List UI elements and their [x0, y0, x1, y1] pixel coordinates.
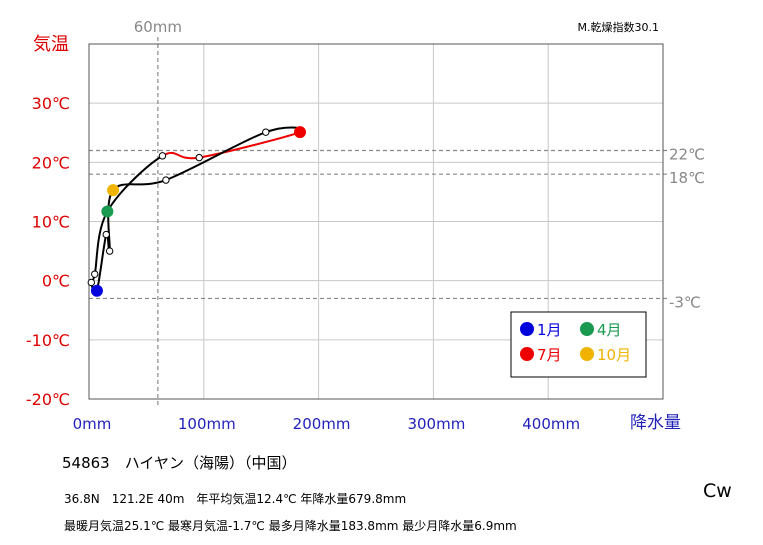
month-point-9	[162, 176, 170, 184]
x-tick-label: 0mm	[73, 415, 112, 433]
x-tick-label: 400mm	[522, 415, 580, 433]
climate-code: Cw	[703, 480, 732, 502]
reference-lines: 60mm 22℃ 18℃ -3℃	[89, 18, 705, 406]
y-tick-label: 30℃	[32, 94, 70, 113]
legend-label: 1月	[537, 321, 562, 339]
reference-label: 18℃	[669, 169, 705, 187]
y-tick-label: 10℃	[32, 213, 70, 232]
month-point-1	[90, 284, 103, 297]
station-coords-summary: 36.8N 121.2E 40m 年平均気温12.4℃ 年降水量679.8mm	[64, 492, 407, 506]
legend-label: 7月	[537, 346, 562, 364]
month-point-11	[105, 247, 114, 255]
month-point-7	[294, 126, 307, 139]
x-axis-title: 降水量	[630, 413, 681, 433]
station-id-name: 54863 ハイヤン（海陽）（中国）	[62, 454, 297, 472]
month-point-5	[158, 152, 167, 160]
reference-label: -3℃	[669, 293, 701, 311]
y-tick-label: 0℃	[42, 272, 70, 291]
month-points	[87, 126, 307, 297]
curve-segment	[199, 131, 301, 159]
legend-label: 4月	[597, 321, 622, 339]
curve-segment	[93, 210, 109, 275]
legend-marker	[520, 322, 534, 336]
month-point-6	[195, 153, 203, 162]
curve-segment	[106, 154, 163, 212]
y-tick-label: 20℃	[32, 153, 70, 172]
x-tick-label: 300mm	[407, 415, 465, 433]
month-point-8	[262, 128, 270, 136]
grid-lines	[89, 44, 663, 399]
station-extremes: 最暖月気温25.1℃ 最寒月気温-1.7℃ 最多月降水量183.8mm 最少月降…	[64, 519, 517, 533]
legend-marker	[580, 322, 594, 336]
month-point-2	[87, 278, 95, 287]
x-tick-label: 100mm	[178, 415, 236, 433]
y-tick-label: -20℃	[26, 390, 70, 409]
curve-segment	[165, 131, 267, 182]
legend-marker	[520, 347, 534, 361]
x-tick-label: 200mm	[293, 415, 351, 433]
month-point-4	[101, 205, 114, 218]
reference-label: 22℃	[669, 146, 705, 164]
y-axis-title: 気温	[33, 34, 69, 55]
month-point-3	[91, 270, 99, 278]
plot-frame	[88, 43, 664, 400]
legend-label: 10月	[597, 346, 631, 364]
reference-label: 60mm	[134, 18, 182, 36]
legend-box	[510, 311, 647, 378]
y-tick-label: -10℃	[26, 331, 70, 350]
legend: 1月 4月 7月 10月	[510, 311, 647, 378]
month-point-12	[102, 230, 110, 239]
aridity-index: M.乾燥指数30.1	[578, 20, 659, 34]
curve-segment	[161, 151, 200, 160]
climate-curve	[90, 126, 304, 295]
month-point-10	[107, 184, 120, 197]
legend-marker	[580, 347, 594, 361]
